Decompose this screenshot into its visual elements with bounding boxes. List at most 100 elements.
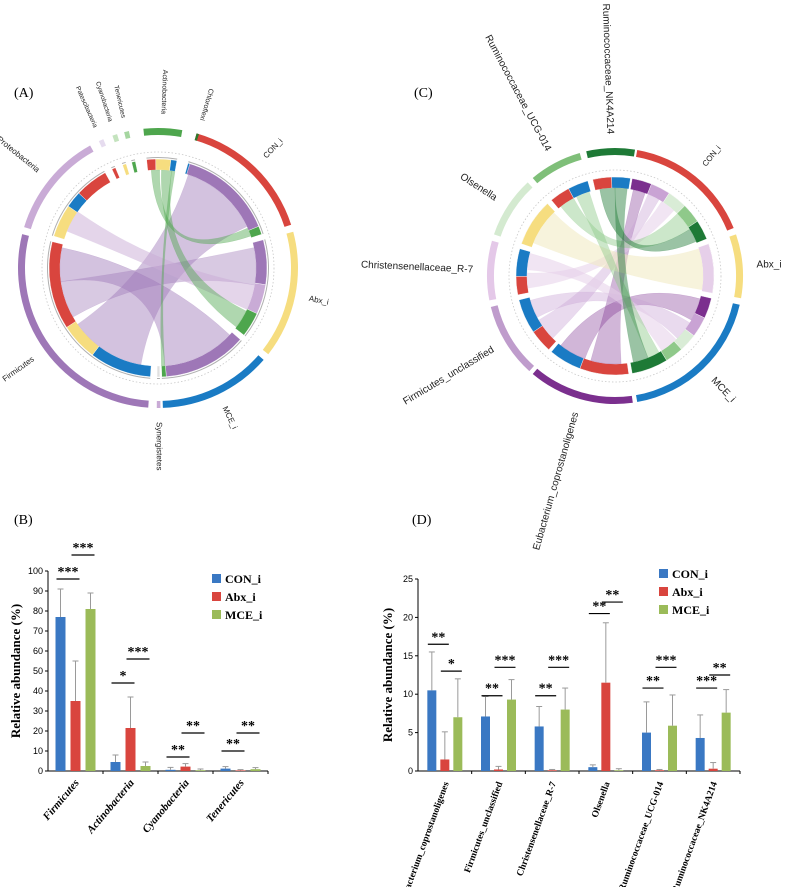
chord-outer-arc-con-i [636, 149, 734, 231]
y-tick-label: 0 [408, 766, 413, 776]
y-tick-label: 10 [33, 746, 43, 756]
chord-outer-arc-firmicutes-unclassified [490, 305, 535, 372]
y-tick-label: 0 [38, 766, 43, 776]
chord-inner-band-chloroflexi-0 [184, 162, 191, 175]
chord-inner-band-ruminococcaceae-ucg-014-1 [568, 180, 591, 199]
chord-label-eubacterium-coprostanoligenes: Eubacterium_coprostanoligenes [531, 411, 581, 551]
significance-label-3: *** [495, 653, 516, 668]
bar-mce-i-tenericutes [250, 769, 261, 771]
legend-swatch-abx-i [212, 592, 221, 601]
chord-outer-arc-olsenella [493, 182, 533, 237]
chord-label-proteobacteria: Proteobacteria [0, 135, 42, 175]
chord-inner-band-eubacterium-coprostanoligenes-1 [551, 343, 585, 369]
chord-ribbon-5 [161, 169, 247, 328]
chord-outer-arc-christensenellaceae-r-7 [486, 240, 499, 301]
bar-con-i-firmicutes [55, 617, 66, 771]
chord-ribbon-9 [576, 191, 660, 358]
legend-label-abx-i: Abx_i [225, 590, 256, 604]
category-label-olsenella: Olsenella [590, 780, 612, 819]
chord-label-actinobacteria: Actinobacteria [160, 70, 169, 115]
chord-ribbon-10 [614, 187, 649, 363]
bar-con-i-cyanobacteria [165, 769, 176, 771]
chord-label-firmicutes: Firmicutes [1, 355, 36, 384]
y-axis-title: Relative abundance (%) [8, 604, 23, 738]
bar-mce-i-olsenella [614, 770, 624, 771]
bar-mce-i-christensenellaceae-r-7 [560, 709, 570, 771]
significance-label-5: *** [548, 653, 569, 668]
chord-inner-band-con-i-1 [248, 226, 262, 238]
chord-label-ruminococcaceae-ucg-014: Ruminococcaceae_UCG-014 [482, 33, 553, 153]
chord-outer-arc-chloroflexi [194, 133, 199, 141]
legend-label-mce-i: MCE_i [672, 603, 710, 617]
chord-inner-band-tenericutes-0 [131, 161, 138, 174]
bar-abx-i-ruminococcaceae-ucg-014 [655, 770, 664, 771]
bar-chart-d: 0 5 10 15 20 25 Relative abundance (%) Eubacter… [380, 567, 741, 887]
chord-scale-ring-actinobacteria [146, 157, 178, 160]
significance-label-0: ** [431, 630, 445, 645]
chord-inner-band-actinobacteria-2 [169, 159, 178, 172]
chord-scale-ring-cyanobacteria [121, 161, 126, 164]
chord-scale-ring-chloroflexi [188, 161, 191, 163]
chord-ribbon-4 [150, 169, 251, 245]
chord-label-chloroflexi: Chloroflexi [198, 88, 214, 122]
panel-label-a: (A) [14, 86, 34, 101]
chord-outer-arc-cyanobacteria [112, 134, 120, 143]
chord-guide-ring [508, 169, 722, 383]
chord-ribbon-4 [599, 187, 697, 252]
bar-abx-i-eubacterium-coprostanoligenes [440, 759, 450, 771]
y-tick-label: 25 [403, 574, 413, 584]
significance-label-6: ** [226, 737, 240, 752]
significance-label-2: * [120, 669, 127, 684]
y-tick-label: 60 [33, 646, 43, 656]
significance-label-7: ** [605, 588, 619, 603]
chord-outer-arc-patescibacteria [98, 139, 107, 148]
chord-outer-arc-ruminococcaceae-ucg-014 [532, 152, 582, 184]
bar-abx-i-olsenella [601, 682, 611, 771]
bar-mce-i-cyanobacteria [195, 770, 206, 771]
y-tick-label: 30 [33, 706, 43, 716]
category-label-firmicutes: Firmicutes [40, 777, 82, 823]
significance-label-2: ** [485, 682, 499, 697]
chord-label-christensenellaceae-r-7: Christensenellaceae_R-7 [361, 260, 474, 276]
bar-mce-i-ruminococcaceae-ucg-014 [668, 725, 677, 771]
bar-con-i-ruminococcaceae-nk4a214 [695, 737, 705, 771]
bar-abx-i-ruminococcaceae-nk4a214 [708, 768, 718, 771]
bar-con-i-eubacterium-coprostanoligenes [427, 690, 437, 771]
chord-ribbon-6 [160, 170, 176, 367]
chord-label-con-i: CON_i [261, 136, 284, 160]
legend-swatch-con-i [212, 574, 221, 583]
panel-label-b: (B) [14, 513, 33, 528]
chord-inner-band-con-i-4 [688, 220, 708, 244]
y-tick-label: 50 [33, 666, 43, 676]
significance-label-4: ** [171, 743, 185, 758]
chord-ribbon-5 [533, 212, 704, 291]
chord-ribbon-3 [560, 197, 690, 249]
chord-inner-band-mce-i-4 [630, 350, 667, 374]
significance-label-9: *** [656, 653, 677, 668]
chord-inner-band-abx-i-2 [234, 308, 258, 336]
bar-abx-i-tenericutes [235, 770, 246, 771]
chord-inner-band-firmicutes-unclassified-1 [518, 297, 543, 333]
legend-swatch-abx-i [659, 587, 668, 596]
chord-outer-arc-eubacterium-coprostanoligenes [532, 368, 633, 404]
category-label-ruminococcaceae-nk4a214: Ruminococcaceae_NK4A214 [671, 780, 721, 887]
chord-label-mce-i: MCE_i [221, 405, 240, 431]
chord-label-mce-i: MCE_i [709, 375, 738, 404]
chord-inner-band-mce-i-1 [161, 365, 167, 378]
chord-outer-arc-proteobacteria [24, 145, 94, 230]
bar-con-i-actinobacteria [110, 762, 121, 771]
bar-con-i-tenericutes [220, 768, 231, 771]
significance-label-1: *** [73, 541, 94, 556]
bar-abx-i-firmicutes [70, 701, 81, 771]
chord-label-ruminococcaceae-nk4a214: Ruminococcaceae_NK4A214 [600, 3, 616, 134]
chord-inner-band-synergistetes-0 [156, 365, 161, 378]
y-tick-label: 80 [33, 606, 43, 616]
significance-label-0: *** [58, 565, 79, 580]
chord-outer-arc-abx-i [729, 234, 743, 299]
category-label-tenericutes: Tenericutes [204, 777, 247, 825]
chord-outer-arc-abx-i [262, 231, 298, 355]
bar-con-i-christensenellaceae-r-7 [534, 726, 544, 771]
significance-label-8: ** [646, 674, 660, 689]
bar-con-i-olsenella [588, 767, 598, 771]
